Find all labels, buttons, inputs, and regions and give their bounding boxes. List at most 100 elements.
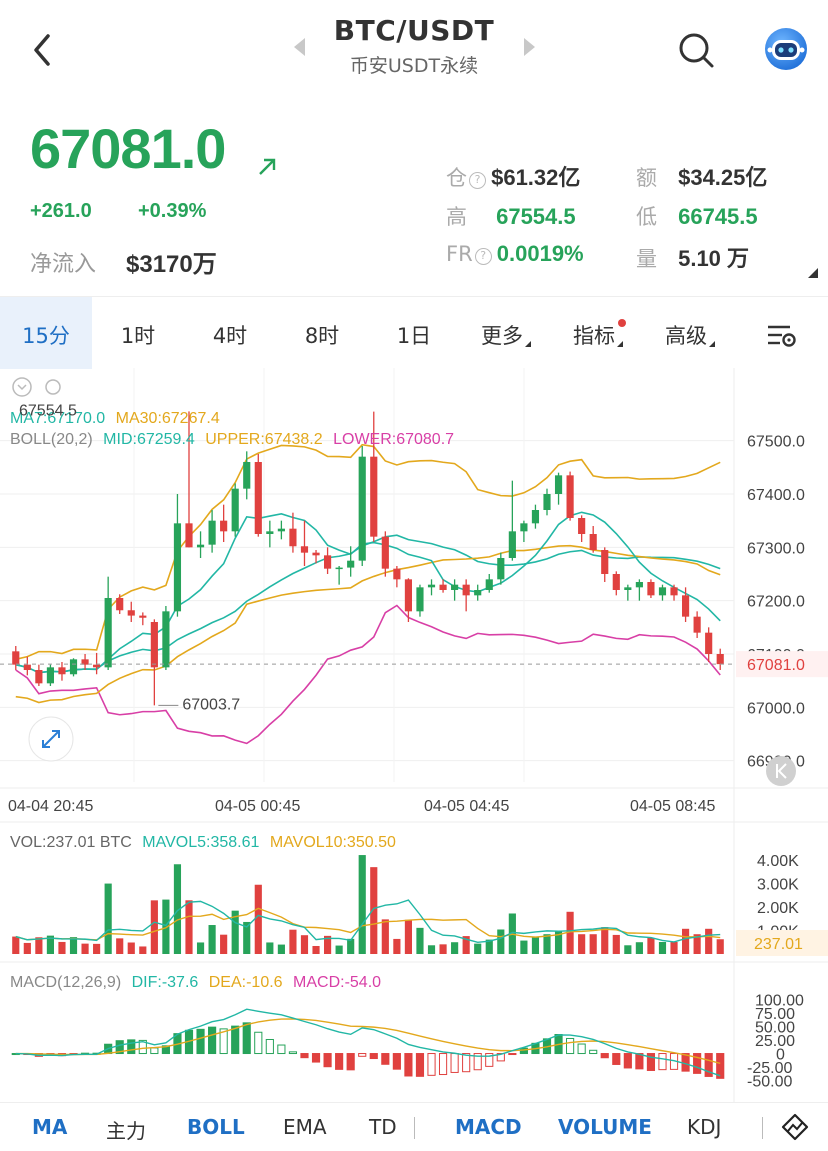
macd-histogram-bar <box>612 1053 621 1065</box>
volume-bar <box>196 942 205 954</box>
indicator-settings-icon[interactable] <box>45 379 61 395</box>
macd-axis-label: 100.00 <box>755 992 804 1009</box>
macd-histogram-bar <box>462 1053 471 1073</box>
pair-subtitle: 币安USDT永续 <box>349 55 479 77</box>
back-arrow-icon[interactable] <box>28 30 60 70</box>
volume-bar <box>427 945 436 954</box>
volume-axis-label: 3.00K <box>757 876 799 893</box>
volume-bar <box>451 942 459 954</box>
divider <box>414 1117 415 1139</box>
candle-body <box>127 610 135 616</box>
macd-histogram-bar <box>427 1053 436 1076</box>
boll-legend-name: BOLL(20,2) <box>10 431 93 448</box>
help-icon[interactable]: ? <box>474 248 492 265</box>
candle-body <box>208 520 216 545</box>
collapse-legend-icon[interactable] <box>12 377 32 397</box>
tab-8h[interactable]: 8时 <box>304 324 340 348</box>
expand-icon <box>42 730 60 748</box>
tab-advanced[interactable]: 高级 <box>644 297 736 369</box>
indicator-bar: MA 主力 BOLL EMA TD MACD VOLUME KDJ <box>0 1102 828 1151</box>
candle-body <box>185 523 193 548</box>
tab-4h[interactable]: 4时 <box>212 324 248 348</box>
volume-bar <box>439 944 447 954</box>
indicator-kdj[interactable]: KDJ <box>687 1115 722 1139</box>
volume-current-tag <box>736 930 828 956</box>
macd-histogram-bar <box>311 1053 321 1063</box>
candle-body <box>635 582 643 588</box>
macd-axis-label: 50.00 <box>755 1019 795 1036</box>
fullscreen-button[interactable] <box>28 716 74 762</box>
candle-body <box>381 536 389 569</box>
volume-bar <box>624 945 632 954</box>
candle-body <box>427 584 436 588</box>
volume-bar <box>116 938 124 954</box>
prev-pair-icon[interactable] <box>294 38 305 56</box>
macd-legend-name: MACD(12,26,9) <box>10 974 121 991</box>
kline-chart[interactable]: 67500.067400.067300.067200.067100.067000… <box>0 368 828 1102</box>
drawing-tools-icon[interactable] <box>781 1113 809 1141</box>
boll-mid-legend: MID:67259.4 <box>103 431 195 448</box>
volume-bar <box>104 883 112 954</box>
macd-histogram-bar <box>646 1053 656 1071</box>
tab-more[interactable]: 更多 <box>460 297 552 369</box>
search-icon[interactable] <box>676 30 716 70</box>
volume-bar <box>578 934 586 954</box>
scroll-to-latest-button[interactable] <box>766 756 796 786</box>
candle-body <box>693 616 701 633</box>
macd-histogram-bar <box>623 1053 632 1069</box>
candle-body <box>69 659 78 675</box>
volume-label: 量 <box>636 247 657 271</box>
chart-settings-icon[interactable] <box>766 323 798 349</box>
volume-bar <box>474 943 482 954</box>
net-inflow-label: 净流入 <box>30 252 97 277</box>
candle-body <box>220 520 228 532</box>
volume-bar <box>69 937 78 954</box>
time-axis-label: 04-05 00:45 <box>215 798 301 815</box>
macd-histogram-bar <box>346 1053 355 1071</box>
next-pair-icon[interactable] <box>524 38 535 56</box>
volume-bar <box>12 936 20 954</box>
volume-bar <box>566 911 574 954</box>
boll-upper-legend: UPPER:67438.2 <box>205 431 323 448</box>
high-label: 高 <box>446 205 467 229</box>
tab-15m[interactable]: 15分 <box>0 297 92 369</box>
candle-body <box>358 456 366 561</box>
macd-histogram-bar <box>219 1028 228 1055</box>
candle-body <box>393 568 401 580</box>
tab-1d[interactable]: 1日 <box>396 324 432 348</box>
candle-body <box>81 659 89 665</box>
macd-histogram-bar <box>404 1053 413 1077</box>
price-axis-label: 67000.0 <box>747 700 805 717</box>
indicator-td[interactable]: TD <box>369 1115 397 1139</box>
tab-1h[interactable]: 1时 <box>120 324 156 348</box>
indicator-ma[interactable]: MA <box>32 1115 68 1139</box>
volume-axis-label: 4.00K <box>757 853 799 870</box>
tab-indicators[interactable]: 指标 <box>552 297 644 369</box>
indicator-ema[interactable]: EMA <box>283 1115 327 1139</box>
volume-bar <box>277 944 285 954</box>
macd-histogram-bar <box>716 1053 725 1079</box>
indicator-main-force[interactable]: 主力 <box>106 1119 146 1143</box>
macd-histogram-bar <box>496 1053 505 1062</box>
candle-body <box>474 590 482 596</box>
funding-rate-stat: FR? 0.0019% <box>446 241 584 267</box>
price-change-pct: +0.39% <box>138 200 207 222</box>
pair-header[interactable]: BTC/USDT 币安USDT永续 <box>0 14 828 78</box>
candle-body <box>58 667 66 675</box>
indicator-boll[interactable]: BOLL <box>187 1115 245 1139</box>
robot-assistant-icon[interactable] <box>764 27 808 71</box>
tab-advanced-label: 高级 <box>665 324 707 348</box>
indicator-volume[interactable]: VOLUME <box>558 1115 652 1139</box>
macd-histogram-bar <box>566 1037 575 1055</box>
volume-bar <box>139 946 147 954</box>
volume-bar <box>647 937 655 954</box>
mavol5-legend: MAVOL5:358.61 <box>142 834 259 851</box>
macd-histogram-bar <box>254 1031 263 1055</box>
candle-body <box>335 567 343 570</box>
help-icon[interactable]: ? <box>469 172 486 189</box>
macd-legend: MACD(12,26,9) DIF:-37.6 DEA:-10.6 MACD:-… <box>10 974 381 991</box>
macd-histogram-bar <box>323 1053 332 1068</box>
indicator-macd[interactable]: MACD <box>455 1115 522 1139</box>
expand-stats-icon[interactable] <box>808 268 818 278</box>
candle-body <box>497 558 505 580</box>
